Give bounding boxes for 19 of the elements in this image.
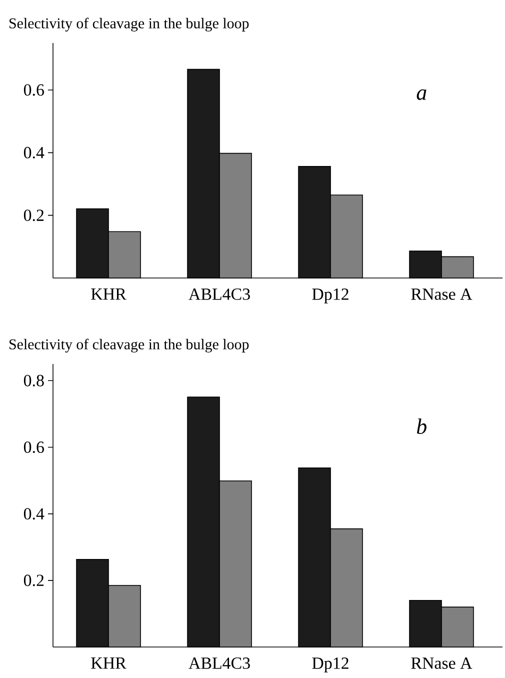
x-tick-label: ABL4C3 [188,288,250,300]
x-tick-label: Dp12 [312,658,348,672]
y-tick-label: 0.2 [24,210,44,222]
y-tick-label: 0.8 [24,374,44,386]
x-tick-label: KHR [91,658,126,669]
y-tick-label: 0.6 [24,84,44,96]
x-tick-label: RNase A [411,658,472,669]
x-tick-label: RNase A [411,288,472,300]
x-tick-label: ABL4C3 [188,658,250,669]
annotation: a [416,89,426,100]
x-tick-label: Dp12 [312,288,348,304]
y-axis-title: Selectivity of cleavage in the bulge loop [10,338,249,352]
y-axis-title: Selectivity of cleavage in the bulge loop [10,18,249,32]
y-tick-label: 0.4 [24,146,44,158]
y-tick-label: 0.2 [24,574,44,586]
y-tick-label: 0.4 [24,508,44,520]
x-tick-label: KHR [91,288,126,300]
y-tick-label: 0.6 [24,441,44,453]
annotation: b [416,418,426,434]
